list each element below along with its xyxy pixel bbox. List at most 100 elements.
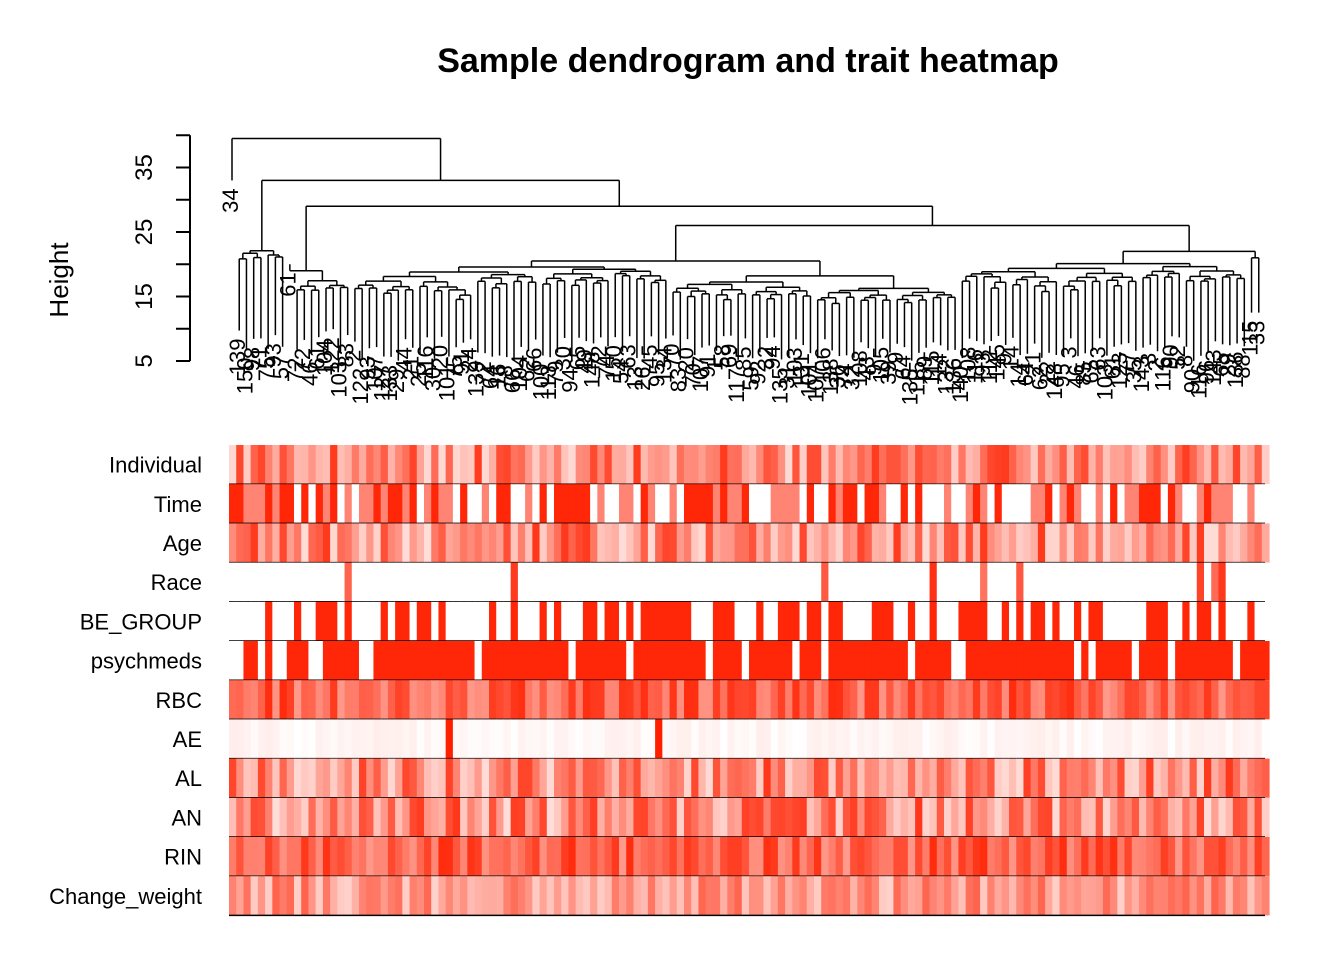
leaf-label: 133	[377, 365, 402, 402]
heatmap-cell	[691, 641, 700, 681]
heatmap-cell	[850, 758, 858, 798]
heatmap-cell	[806, 797, 815, 837]
heatmap-cell	[907, 797, 916, 837]
heatmap-cell	[1254, 523, 1263, 563]
heatmap-cell	[1218, 484, 1227, 524]
heatmap-cell	[445, 445, 454, 485]
heatmap-cell	[1030, 523, 1039, 563]
heatmap-cell	[431, 837, 440, 877]
heatmap-cell	[438, 758, 447, 798]
heatmap-cell	[741, 719, 750, 759]
heatmap-cell	[1160, 641, 1169, 681]
heatmap-cell	[236, 445, 245, 485]
heatmap-cell	[1074, 876, 1082, 916]
heatmap-cell	[1009, 445, 1017, 485]
heatmap-cell	[286, 719, 295, 759]
heatmap-cell	[438, 562, 447, 602]
heatmap-cell	[907, 680, 916, 720]
heatmap-cell	[424, 445, 432, 485]
heatmap-cell	[467, 601, 476, 641]
heatmap-cell	[294, 758, 302, 798]
heatmap-cell	[1196, 445, 1205, 485]
heatmap-cell	[445, 484, 454, 524]
heatmap-cell	[1153, 445, 1162, 485]
heatmap-cell	[958, 601, 967, 641]
heatmap-cell	[582, 601, 591, 641]
heatmap-cell	[1211, 523, 1220, 563]
heatmap-cell	[1009, 719, 1017, 759]
heatmap-cell	[806, 758, 815, 798]
heatmap-cell	[1131, 876, 1140, 916]
leaf-label: 138	[818, 358, 843, 395]
heatmap-cell	[279, 562, 288, 602]
heatmap-cell	[1095, 758, 1104, 798]
heatmap-cell	[257, 523, 266, 563]
heatmap-cell	[380, 641, 389, 681]
heatmap-cell	[857, 601, 866, 641]
heatmap-cell	[351, 837, 360, 877]
heatmap-cell	[496, 484, 505, 524]
heatmap-cell	[330, 523, 338, 563]
heatmap-cell	[1167, 641, 1176, 681]
heatmap-cell	[539, 719, 548, 759]
heatmap-cell	[958, 758, 967, 798]
heatmap-cell	[554, 719, 562, 759]
heatmap-cell	[243, 680, 252, 720]
heatmap-cell	[460, 719, 468, 759]
heatmap-cell	[424, 484, 432, 524]
heatmap-cell	[416, 484, 425, 524]
heatmap-cell	[958, 523, 967, 563]
heatmap-cell	[294, 837, 302, 877]
heatmap-cell	[503, 562, 512, 602]
heatmap-cell	[467, 837, 476, 877]
heatmap-cell	[510, 641, 519, 681]
leaf-label: 108	[955, 347, 980, 384]
heatmap-cell	[662, 523, 671, 563]
heatmap-cell	[900, 523, 909, 563]
heatmap-cell	[322, 719, 331, 759]
heatmap-cell	[431, 680, 440, 720]
heatmap-cell	[489, 601, 497, 641]
heatmap-cell	[1052, 562, 1061, 602]
heatmap-cell	[409, 445, 418, 485]
heatmap-cell	[864, 601, 873, 641]
heatmap-cell	[655, 641, 663, 681]
heatmap-cell	[416, 797, 425, 837]
heatmap-cell	[1261, 719, 1270, 759]
heatmap-cell	[770, 641, 779, 681]
heatmap-cell	[539, 876, 548, 916]
heatmap-cell	[452, 641, 461, 681]
heatmap-cell	[301, 562, 310, 602]
heatmap-cell	[1023, 641, 1032, 681]
heatmap-cell	[915, 719, 923, 759]
heatmap-cell	[250, 680, 259, 720]
heatmap-cell	[481, 523, 490, 563]
leaf-label: 104	[507, 355, 532, 392]
heatmap-cell	[554, 562, 562, 602]
heatmap-cell	[286, 484, 295, 524]
heatmap-cell	[756, 837, 765, 877]
heatmap-cell	[604, 758, 613, 798]
heatmap-cell	[611, 876, 620, 916]
heatmap-cell	[351, 680, 360, 720]
heatmap-cell	[1074, 445, 1082, 485]
heatmap-cell	[409, 562, 418, 602]
heatmap-cell	[835, 484, 844, 524]
heatmap-cell	[792, 758, 801, 798]
heatmap-cell	[1081, 797, 1090, 837]
heatmap-cell	[373, 484, 382, 524]
heatmap-cell	[799, 680, 808, 720]
heatmap-cell	[1102, 445, 1111, 485]
heatmap-cell	[452, 837, 461, 877]
heatmap-cell	[792, 837, 801, 877]
heatmap-cell	[972, 562, 981, 602]
heatmap-cell	[546, 680, 555, 720]
heatmap-cell	[1095, 797, 1104, 837]
heatmap-cell	[785, 876, 793, 916]
heatmap-cell	[1088, 523, 1097, 563]
heatmap-cell	[886, 876, 895, 916]
heatmap-cell	[806, 523, 815, 563]
heatmap-cell	[597, 837, 606, 877]
heatmap-cell	[286, 445, 295, 485]
heatmap-cell	[1240, 562, 1248, 602]
